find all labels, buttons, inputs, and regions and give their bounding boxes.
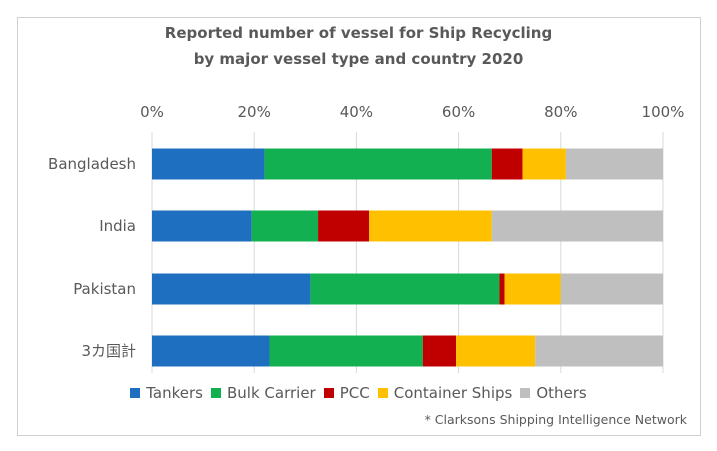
chart-title-line2: by major vessel type and country 2020: [193, 50, 524, 68]
bars: [152, 148, 663, 367]
category-labels: Bangladesh India Pakistan 3カ国計: [48, 155, 136, 360]
legend: Tankers Bulk Carrier PCC Container Ships Oth…: [0, 384, 717, 402]
bar-segment: [560, 273, 663, 305]
legend-label: Tankers: [146, 384, 203, 402]
category-label: India: [99, 217, 136, 235]
legend-swatch: [520, 388, 531, 398]
legend-item: Tankers: [130, 384, 203, 402]
legend-label: Container Ships: [393, 384, 513, 402]
bar-segment: [504, 273, 561, 305]
source-note: * Clarksons Shipping Intelligence Networ…: [424, 412, 687, 427]
x-tick-label: 100%: [642, 103, 685, 121]
bar-segment: [491, 210, 663, 242]
chart-title-line1: Reported number of vessel for Ship Recyc…: [164, 24, 553, 42]
bar-segment: [491, 148, 523, 180]
bar-segment: [251, 210, 319, 242]
category-label: Bangladesh: [48, 155, 136, 173]
legend-item: Others: [520, 384, 587, 402]
bar-segment: [152, 148, 265, 180]
chart-title: Reported number of vessel for Ship Recyc…: [0, 20, 717, 72]
legend-label: Others: [536, 384, 587, 402]
legend-swatch: [323, 388, 334, 398]
legend-item: Bulk Carrier: [211, 384, 316, 402]
x-tick-label: 0%: [140, 103, 164, 121]
category-label: 3カ国計: [81, 342, 136, 360]
category-label: Pakistan: [73, 280, 136, 298]
bar-segment: [310, 273, 500, 305]
legend-item: Container Ships: [377, 384, 513, 402]
bar-segment: [499, 273, 505, 305]
legend-swatch: [211, 388, 221, 398]
bar-segment: [369, 210, 492, 242]
bar-segment: [565, 148, 663, 180]
legend-swatch: [377, 388, 388, 398]
bar-segment: [269, 335, 423, 367]
legend-item: PCC: [323, 384, 370, 402]
x-tick-label: 20%: [238, 103, 271, 121]
x-tick-label: 60%: [442, 103, 475, 121]
bar-segment: [152, 210, 252, 242]
legend-label: Bulk Carrier: [227, 384, 316, 402]
bar-segment: [535, 335, 663, 367]
bar-segment: [522, 148, 566, 180]
bar-segment: [422, 335, 457, 367]
legend-label: PCC: [339, 384, 370, 402]
bar-segment: [152, 273, 311, 305]
x-tick-label: 80%: [544, 103, 577, 121]
bar-segment: [318, 210, 370, 242]
x-tick-label: 40%: [340, 103, 373, 121]
x-tick-labels: 0% 20% 40% 60% 80% 100%: [140, 103, 684, 121]
bar-segment: [264, 148, 492, 180]
bar-segment: [152, 335, 270, 367]
bar-segment: [456, 335, 536, 367]
legend-swatch: [130, 388, 141, 398]
